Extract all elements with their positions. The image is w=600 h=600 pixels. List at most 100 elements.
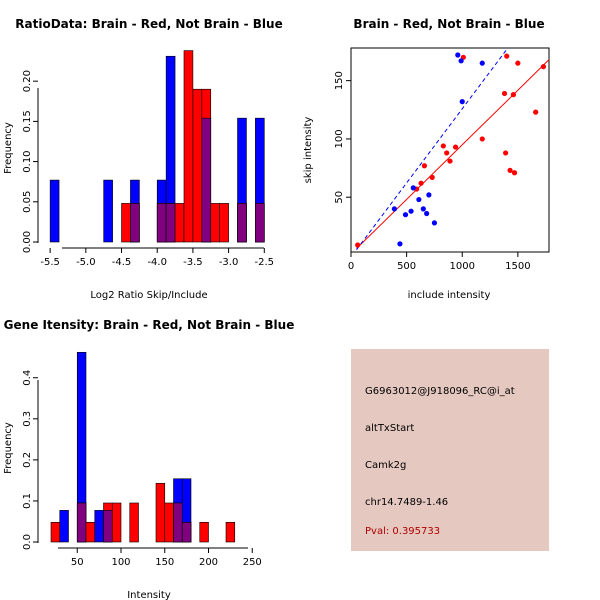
intensity-histogram-y-ticks: 0.0 0.1 0.2 0.3 0.4: [22, 370, 38, 550]
ratio-histogram-ylabel: Frequency: [3, 122, 14, 174]
intensity-x-tick-label: 50: [71, 557, 84, 568]
brain-point: [511, 170, 518, 176]
ratio-x-tick-label: -4.5: [112, 257, 132, 268]
brain-point: [501, 90, 508, 97]
intensity-bar-brain: [85, 521, 96, 543]
brain-point: [429, 174, 435, 180]
brain-point: [447, 158, 453, 164]
scatter-points: [355, 52, 547, 248]
gene-name: Camk2g: [365, 460, 407, 471]
scatter-x-tick-label: 500: [397, 261, 416, 272]
intensity-bar-overlap: [76, 502, 87, 543]
scatter-y-tick-label: 100: [334, 129, 345, 148]
scatter-x-tick-label: 1000: [450, 261, 475, 272]
intensity-bar-overlap: [103, 510, 113, 543]
brain-point: [507, 167, 513, 173]
brain-point: [355, 242, 361, 248]
probe-id: G6963012@J918096_RC@i_at: [365, 386, 515, 397]
intensity-bar-not-brain: [94, 510, 104, 543]
brain-point: [515, 60, 521, 66]
ratio-y-tick-label: 0.10: [22, 150, 33, 172]
not-brain-point: [424, 210, 430, 217]
p-value: Pval: 0.395733: [365, 526, 441, 537]
intensity-y-tick-label: 0.0: [22, 534, 33, 550]
ratio-bar-overlap: [130, 203, 140, 243]
ratio-bar-overlap: [255, 203, 265, 243]
not-brain-point: [402, 212, 409, 218]
not-brain-point: [408, 208, 414, 214]
ratio-x-tick-label: -4.0: [147, 257, 167, 268]
intensity-x-tick-label: 100: [111, 557, 130, 568]
intensity-bar-brain: [111, 502, 122, 543]
not-brain-point: [479, 60, 485, 66]
ratio-bar-brain: [219, 203, 229, 243]
intensity-y-tick-label: 0.4: [22, 370, 33, 386]
brain-point: [533, 109, 539, 115]
ratio-bar-brain: [174, 203, 185, 243]
not-brain-point: [397, 241, 403, 247]
ratio-bar-brain: [192, 88, 203, 243]
event-type: altTxStart: [365, 423, 415, 434]
intensity-bar-brain: [155, 482, 166, 543]
ratio-y-tick-label: 0.05: [22, 191, 33, 213]
scatter-title: Brain - Red, Not Brain - Blue: [353, 17, 544, 31]
intensity-bar-brain: [129, 502, 139, 543]
brain-point: [504, 53, 510, 59]
scatter-x-tick-label: 0: [348, 261, 354, 272]
intensity-y-tick-label: 0.3: [22, 411, 33, 427]
ratio-bar-brain: [210, 203, 220, 243]
ratio-histogram-y-ticks: 0.00 0.05 0.10 0.15 0.20: [22, 70, 38, 253]
ratio-bar-overlap: [237, 203, 247, 243]
ratio-histogram-bars: [49, 50, 265, 243]
intensity-bar-overlap: [181, 521, 192, 543]
brain-point: [479, 136, 485, 142]
ratio-bar-overlap: [165, 203, 176, 243]
not-brain-point: [410, 185, 416, 191]
brain-point: [418, 180, 424, 186]
ratio-x-tick-label: -3.0: [219, 257, 239, 268]
ratio-histogram-x-ticks: -5.5 -5.0 -4.5 -4.0 -3.5 -3.0 -2.5: [40, 248, 274, 268]
ratio-histogram-panel: RatioData: Brain - Red, Not Brain - Blue…: [3, 17, 283, 301]
intensity-bar-brain: [50, 521, 61, 543]
brain-point: [452, 144, 459, 150]
ratio-histogram-title: RatioData: Brain - Red, Not Brain - Blue: [15, 17, 282, 31]
ratio-y-tick-label: 0.00: [22, 231, 33, 253]
brain-point: [510, 92, 517, 98]
intensity-histogram-xlabel: Intensity: [127, 590, 171, 600]
intensity-histogram-ylabel: Frequency: [3, 422, 14, 474]
intensity-x-tick-label: 150: [155, 557, 174, 568]
brain-fit-line: [356, 59, 550, 249]
intensity-y-tick-label: 0.2: [22, 452, 33, 468]
intensity-bar-overlap: [173, 502, 183, 543]
not-brain-point: [416, 196, 422, 203]
intensity-x-tick-label: 250: [243, 557, 262, 568]
probe-info-panel: G6963012@J918096_RC@i_at altTxStart Camk…: [351, 349, 549, 551]
brain-point: [440, 143, 446, 149]
scatter-y-tick-label: 50: [334, 191, 345, 204]
ratio-y-tick-label: 0.20: [22, 70, 33, 92]
brain-point: [421, 163, 428, 169]
ratio-bar-overlap: [156, 203, 167, 243]
ratio-x-tick-label: -5.0: [76, 257, 96, 268]
intensity-bar-not-brain: [59, 510, 69, 543]
scatter-xlabel: include intensity: [408, 290, 491, 301]
scatter-x-tick-label: 1500: [505, 261, 530, 272]
ratio-x-tick-label: -5.5: [40, 257, 60, 268]
intensity-bar-brain: [225, 521, 236, 543]
ratio-x-tick-label: -3.5: [183, 257, 203, 268]
intensity-y-tick-label: 0.1: [22, 493, 33, 509]
intensity-x-tick-label: 200: [199, 557, 218, 568]
intensity-bar-brain: [199, 521, 209, 543]
not-brain-point: [420, 206, 426, 212]
scatter-y-ticks: 50 100 150: [334, 71, 351, 204]
not-brain-point: [431, 220, 438, 226]
not-brain-point: [426, 192, 432, 198]
ratio-bar-brain: [121, 203, 131, 243]
intensity-scatter-panel: Brain - Red, Not Brain - Blue 0 500 1000 15…: [303, 17, 550, 301]
brain-point: [444, 150, 450, 156]
scatter-fit-lines: [356, 47, 550, 250]
ratio-bar-brain: [183, 50, 194, 243]
brain-point: [503, 150, 509, 156]
intensity-histogram-bars: [50, 351, 236, 543]
